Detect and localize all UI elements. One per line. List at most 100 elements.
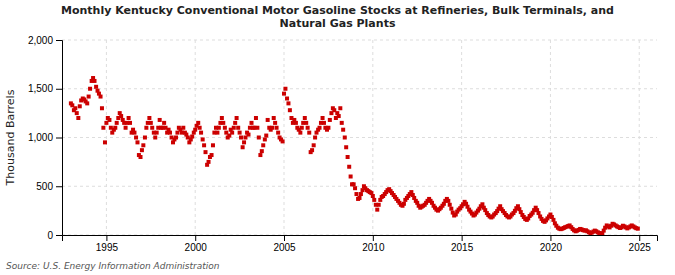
point — [318, 126, 322, 130]
point — [135, 140, 139, 144]
tick-mark — [56, 235, 62, 236]
point — [198, 126, 202, 130]
point — [162, 121, 166, 125]
point — [337, 114, 341, 118]
point — [298, 131, 302, 135]
point — [285, 97, 289, 101]
point — [149, 121, 153, 125]
point — [322, 121, 326, 125]
point — [272, 116, 276, 120]
tick: 2,000 — [28, 35, 62, 46]
point — [344, 145, 348, 149]
tick-mark — [373, 235, 374, 241]
point — [288, 108, 292, 112]
point — [449, 207, 453, 211]
point — [73, 106, 77, 110]
chart: Monthly Kentucky Conventional Motor Gaso… — [0, 0, 675, 275]
tick: 2010 — [362, 235, 385, 253]
point — [304, 121, 308, 125]
point — [217, 126, 221, 130]
point — [340, 121, 344, 125]
point — [282, 92, 286, 96]
tick-label: 1995 — [96, 242, 119, 253]
axis-line — [56, 41, 63, 236]
point — [448, 203, 452, 207]
point — [270, 126, 274, 130]
tick: 2020 — [540, 235, 563, 253]
grid-line — [372, 40, 373, 235]
point — [88, 87, 92, 91]
grid-line — [62, 186, 657, 187]
point — [99, 95, 103, 99]
point — [375, 208, 379, 212]
point — [220, 116, 224, 120]
point — [306, 126, 310, 130]
point — [283, 87, 287, 91]
point — [150, 126, 154, 130]
point — [307, 131, 311, 135]
point — [281, 139, 285, 143]
point — [94, 85, 98, 89]
point — [113, 126, 117, 130]
point — [254, 116, 258, 120]
point — [101, 126, 105, 130]
point — [76, 116, 80, 120]
y-axis-title: Thousand Barrels — [4, 89, 17, 186]
tick-label: 2010 — [362, 242, 385, 253]
point — [190, 135, 194, 139]
point — [260, 149, 264, 153]
point — [446, 199, 450, 203]
tick: 1,000 — [28, 132, 62, 143]
tick-label: 1,000 — [28, 132, 53, 143]
point — [124, 126, 128, 130]
point — [127, 116, 131, 120]
title-line: Natural Gas Plants — [280, 17, 396, 30]
title-line: Monthly Kentucky Conventional Motor Gaso… — [61, 4, 614, 17]
point — [119, 114, 123, 118]
tick-mark — [284, 235, 285, 241]
point — [100, 106, 104, 110]
grid-line — [639, 40, 640, 235]
point — [250, 121, 254, 125]
point — [139, 155, 143, 159]
point — [199, 131, 203, 135]
grid-line — [550, 40, 551, 235]
tick: 2015 — [451, 235, 474, 253]
point — [85, 101, 89, 105]
point — [236, 126, 240, 130]
point — [343, 136, 347, 140]
tick: 500 — [36, 181, 62, 192]
tick: 2025 — [629, 235, 652, 253]
y-axis: 05001,0001,5002,000 — [28, 35, 63, 241]
tick-label: 2,000 — [28, 35, 53, 46]
point — [264, 134, 268, 138]
point — [338, 106, 342, 110]
grid-line — [106, 40, 107, 235]
point — [223, 126, 227, 130]
point — [352, 182, 356, 186]
tick-mark — [56, 40, 62, 41]
point — [232, 126, 236, 130]
point — [312, 143, 316, 147]
point — [551, 218, 555, 222]
point — [300, 126, 304, 130]
point — [480, 202, 484, 206]
point — [75, 111, 79, 115]
point — [143, 136, 147, 140]
tick-label: 1,500 — [28, 83, 53, 94]
point — [377, 203, 381, 207]
point — [359, 192, 363, 196]
tick-mark — [639, 235, 640, 241]
point — [78, 104, 82, 108]
point — [238, 131, 242, 135]
point — [349, 175, 353, 179]
point — [371, 194, 375, 198]
point — [246, 133, 250, 137]
point — [402, 202, 406, 206]
point — [276, 131, 280, 135]
tick-label: 2005 — [273, 242, 296, 253]
grid-line — [62, 88, 657, 89]
point — [326, 126, 330, 130]
point — [372, 198, 376, 202]
point — [636, 227, 640, 231]
